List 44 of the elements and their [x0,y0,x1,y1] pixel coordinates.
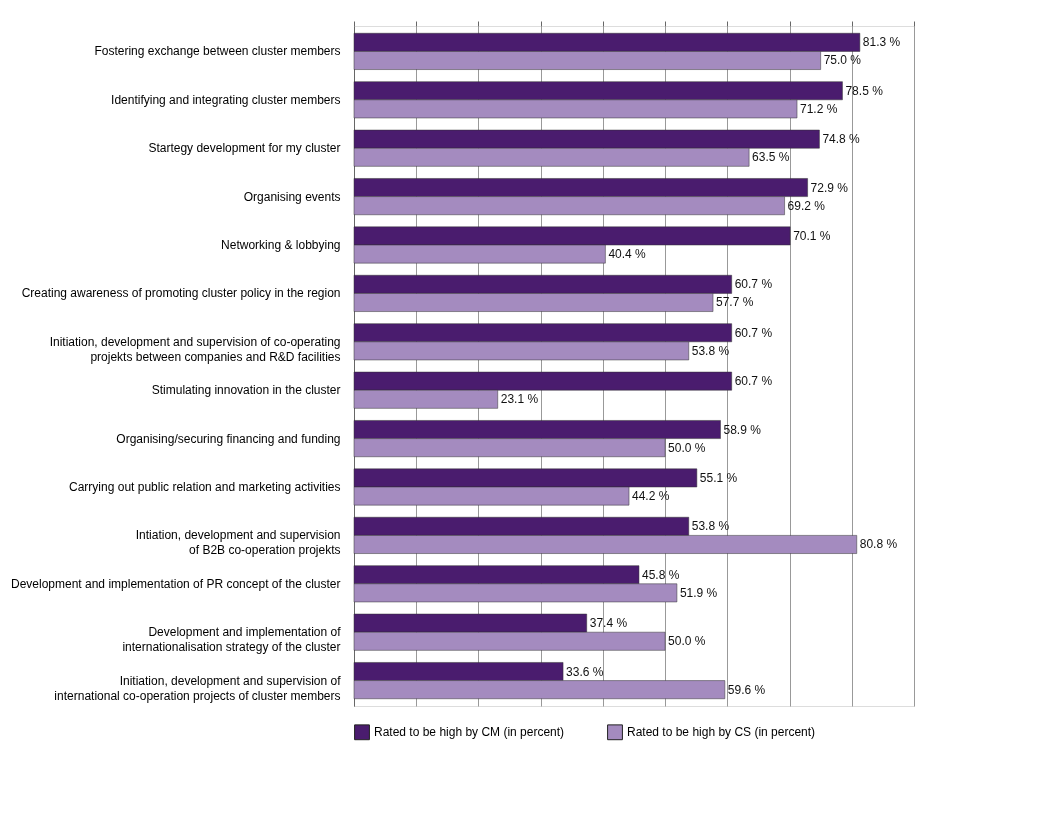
y-tick-label: Development and implementation of PR concept of the cluster [10,576,341,591]
data-label: 53.8 % [691,343,730,358]
data-label: 57.7 % [716,295,754,310]
y-tick-label: Networking & lobbying [221,238,341,252]
y-tick-label: Organising events [243,189,341,204]
y-tick-label: Organising/securing financing and funding [116,431,341,446]
data-label: 80.8 % [859,537,898,552]
y-tick-label: Development and implementation of internationalisation strategy of the cluster [122,625,342,655]
y-tick-label: Intiation, development and supervision of B2B co-operation projekts [135,528,341,558]
data-label: 75.0 % [823,53,862,68]
data-label: 50.0 % [668,634,706,649]
data-label: 40.4 % [608,247,647,262]
data-label: 55.1 % [699,470,738,485]
data-label: 51.9 % [679,585,718,600]
legend-label: Rated to be high by CM (in percent) [374,725,565,740]
data-label: 70.1 % [793,228,831,243]
data-label: 60.7 % [734,374,773,389]
data-label: 69.2 % [787,198,826,213]
y-tick-label: Creating awareness of promoting cluster policy in the region [21,286,341,301]
data-label: 53.8 % [691,519,730,534]
data-label: 23.1 % [500,392,539,407]
y-tick-label: Initiation, development and supervision of international co-operation projects of cluster members [54,673,342,703]
data-label: 78.5 % [845,83,884,98]
data-label: 59.6 % [727,682,766,697]
data-label: 37.4 % [589,616,628,631]
data-label: 33.6 % [566,664,604,679]
data-label: 74.8 % [822,132,861,147]
y-tick-label: Stimulating innovation in the cluster [151,383,341,398]
y-tick-label: Carrying out public relation and marketing activities [69,480,341,494]
data-label: 60.7 % [734,277,773,292]
y-tick-label: Fostering exchange between cluster members [94,44,341,59]
y-tick-label: Identifying and integrating cluster members [111,92,341,107]
data-label: 58.9 % [723,422,762,437]
data-label: 63.5 % [752,150,790,165]
y-tick-label: Initiation, development and supervision of co-operating projekts between companies and R&D facilities [49,334,341,364]
data-label: 71.2 % [800,101,838,116]
legend-label: Rated to be high by CS (in percent) [627,725,816,740]
data-label: 60.7 % [734,325,773,340]
data-label: 72.9 % [810,180,849,195]
data-label: 45.8 % [641,567,680,582]
data-label: 44.2 % [632,489,670,504]
y-tick-label: Startegy development for my cluster [148,141,341,156]
data-label: 50.0 % [668,440,706,455]
data-label: 81.3 % [862,35,901,50]
